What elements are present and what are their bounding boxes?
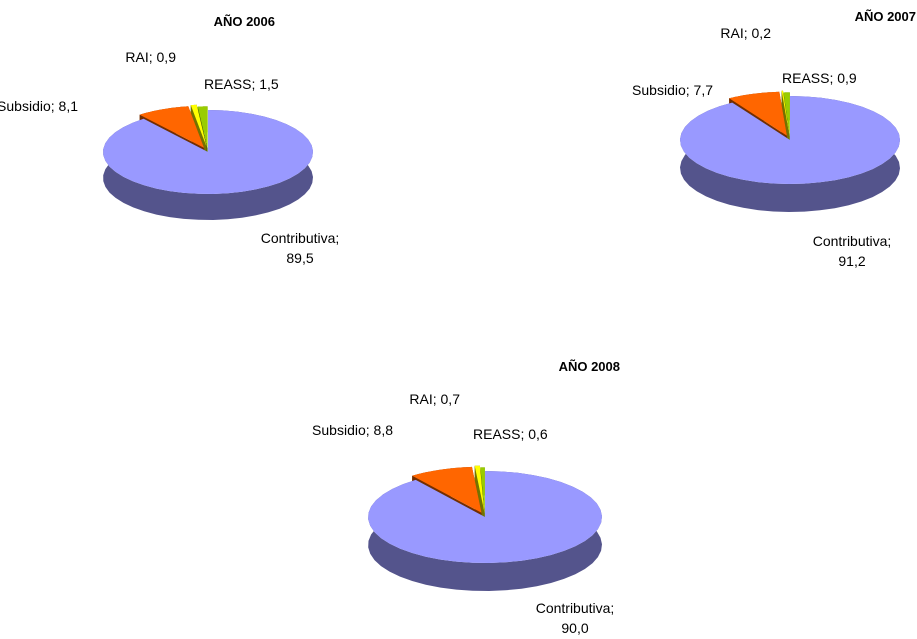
pie-slice-rai (474, 465, 485, 512)
pie-slice-reass (783, 92, 790, 137)
pie-slice-contributiva (103, 110, 313, 194)
pie-slice-reass (480, 467, 485, 514)
chart-title: AÑO 2008 (559, 359, 620, 374)
pie-slice-subsidio (412, 466, 482, 513)
pie-chart-2006: AÑO 2006 Contributiva; 89,5 Subsidio; 8,1 RA… (0, 0, 460, 300)
slice-label-rai: RAI; 0,9 (125, 49, 176, 65)
pie-slice-contributiva (368, 471, 602, 563)
pie-chart-2007: AÑO 2007 Contributiva; 91,2 Subsidio; 7,7 RA… (460, 0, 917, 300)
slice-label-rai: RAI; 0,2 (720, 25, 771, 41)
slice-label-reass: REASS; 0,6 (473, 426, 548, 442)
chart-title: AÑO 2007 (855, 9, 916, 24)
slice-label-reass: REASS; 0,9 (782, 70, 857, 86)
pie-slice-rai (190, 104, 207, 147)
slice-label-subsidio: Subsidio; 7,7 (632, 82, 713, 98)
pie-slice-contributiva (680, 96, 900, 184)
pie-chart-2008: AÑO 2008 Contributiva; 90,0 Subsidio; 8,8 RA… (260, 340, 680, 639)
slice-label-reass: REASS; 1,5 (204, 76, 279, 92)
pie-svg: AÑO 2007 Contributiva; 91,2 Subsidio; 7,7 RA… (632, 9, 916, 269)
pie-slice-subsidio (139, 106, 205, 148)
pie-slice-rai (781, 90, 790, 135)
pie-slice-subsidio (729, 91, 787, 136)
slice-label-contributiva: Contributiva; 89,5 (261, 230, 340, 266)
slice-label-contributiva: Contributiva; 91,2 (813, 233, 892, 269)
pie-slice-reass (197, 106, 208, 149)
slice-label-subsidio: Subsidio; 8,1 (0, 98, 78, 114)
slice-label-contributiva: Contributiva; 90,0 (536, 600, 615, 636)
chart-title: AÑO 2006 (214, 14, 275, 29)
pie-svg: AÑO 2006 Contributiva; 89,5 Subsidio; 8,1 RA… (0, 14, 340, 266)
pie-svg: AÑO 2008 Contributiva; 90,0 Subsidio; 8,8 RA… (312, 359, 620, 636)
slice-label-rai: RAI; 0,7 (409, 391, 460, 407)
slice-label-subsidio: Subsidio; 8,8 (312, 422, 393, 438)
